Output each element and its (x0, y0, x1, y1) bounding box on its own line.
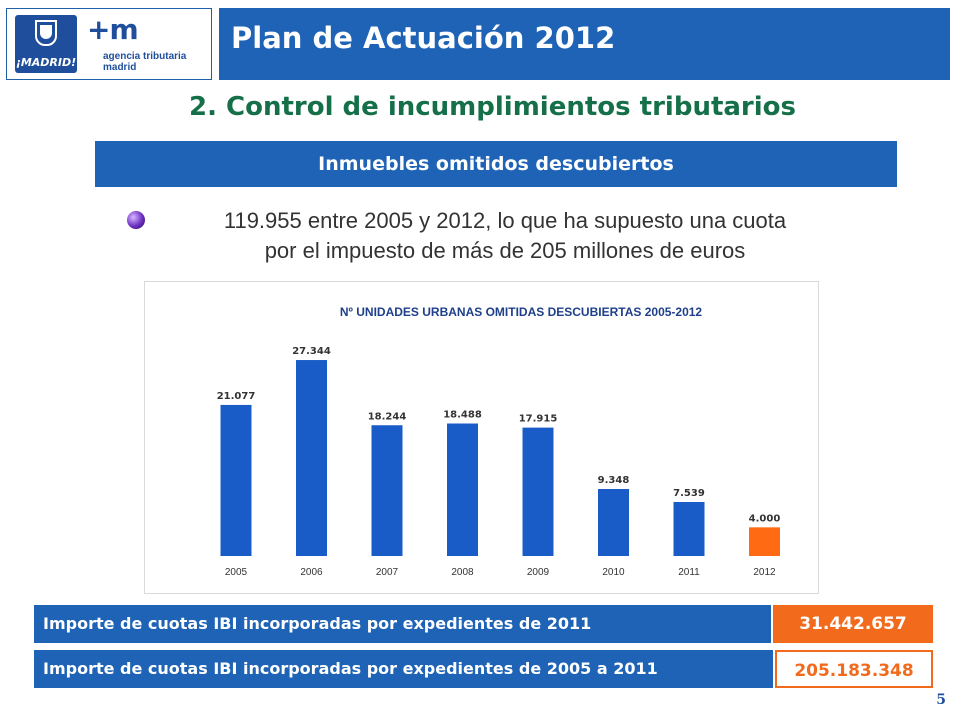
subheader-bar: Inmuebles omitidos descubiertos (95, 141, 897, 187)
bar-2008 (447, 423, 478, 556)
coat-of-arms-icon (35, 20, 57, 46)
bar-2007 (371, 425, 403, 556)
summary-label-2011: Importe de cuotas IBI incorporadas por e… (34, 605, 771, 643)
madrid-crest-icon: ¡MADRID! (15, 15, 77, 73)
summary-value-2011: 31.442.657 (773, 605, 933, 643)
x-tick-2012: 2012 (753, 567, 776, 578)
bar-2010 (598, 489, 629, 556)
agency-name-line1: agencia tributaria (103, 51, 187, 62)
x-tick-2005: 2005 (225, 567, 248, 578)
x-tick-2010: 2010 (602, 567, 625, 578)
x-tick-2011: 2011 (678, 567, 700, 578)
x-tick-2009: 2009 (527, 567, 550, 578)
data-label-2009: 17.915 (519, 414, 558, 425)
bullet-text: 119.955 entre 2005 y 2012, lo que ha sup… (130, 206, 880, 266)
data-label-2006: 27.344 (292, 346, 331, 357)
data-label-2008: 18.488 (443, 410, 482, 421)
data-label-2012: 4.000 (749, 513, 781, 524)
bullet-line-2: por el impuesto de más de 205 millones d… (264, 238, 746, 263)
agency-logo: ¡MADRID! +m agencia tributaria madrid (6, 8, 212, 80)
bar-2011 (673, 501, 705, 556)
section-title: 2. Control de incumplimientos tributario… (188, 92, 796, 122)
summary-value-2005-2011: 205.183.348 (775, 650, 933, 688)
title-bar: Plan de Actuación 2012 (216, 8, 950, 80)
madrid-badge-text: ¡MADRID! (15, 56, 77, 69)
logo-mark: +m (87, 13, 139, 46)
page-number: 5 (936, 692, 946, 708)
bar-chart-svg: Nº UNIDADES URBANAS OMITIDAS DESCUBIERTA… (217, 305, 781, 578)
bar-2005 (220, 404, 252, 556)
data-label-2007: 18.244 (368, 411, 407, 422)
agency-name: agencia tributaria madrid (103, 51, 186, 73)
bar-chart: Nº UNIDADES URBANAS OMITIDAS DESCUBIERTA… (144, 281, 819, 594)
bar-2012 (749, 527, 780, 556)
summary-label-2005-2011: Importe de cuotas IBI incorporadas por e… (34, 650, 773, 688)
bar-2006 (296, 360, 327, 556)
data-label-2005: 21.077 (217, 391, 256, 402)
chart-title: Nº UNIDADES URBANAS OMITIDAS DESCUBIERTA… (340, 305, 703, 319)
purple-orb-bullet-icon (127, 211, 145, 229)
bar-2009 (522, 427, 554, 556)
slide-title: Plan de Actuación 2012 (231, 21, 616, 55)
data-label-2011: 7.539 (673, 488, 705, 499)
bullet-line-1: 119.955 entre 2005 y 2012, lo que ha sup… (223, 208, 787, 233)
data-label-2010: 9.348 (598, 475, 630, 486)
x-tick-2008: 2008 (451, 567, 474, 578)
x-tick-2006: 2006 (300, 567, 323, 578)
agency-name-line2: madrid (103, 62, 137, 73)
x-tick-2007: 2007 (376, 567, 399, 578)
